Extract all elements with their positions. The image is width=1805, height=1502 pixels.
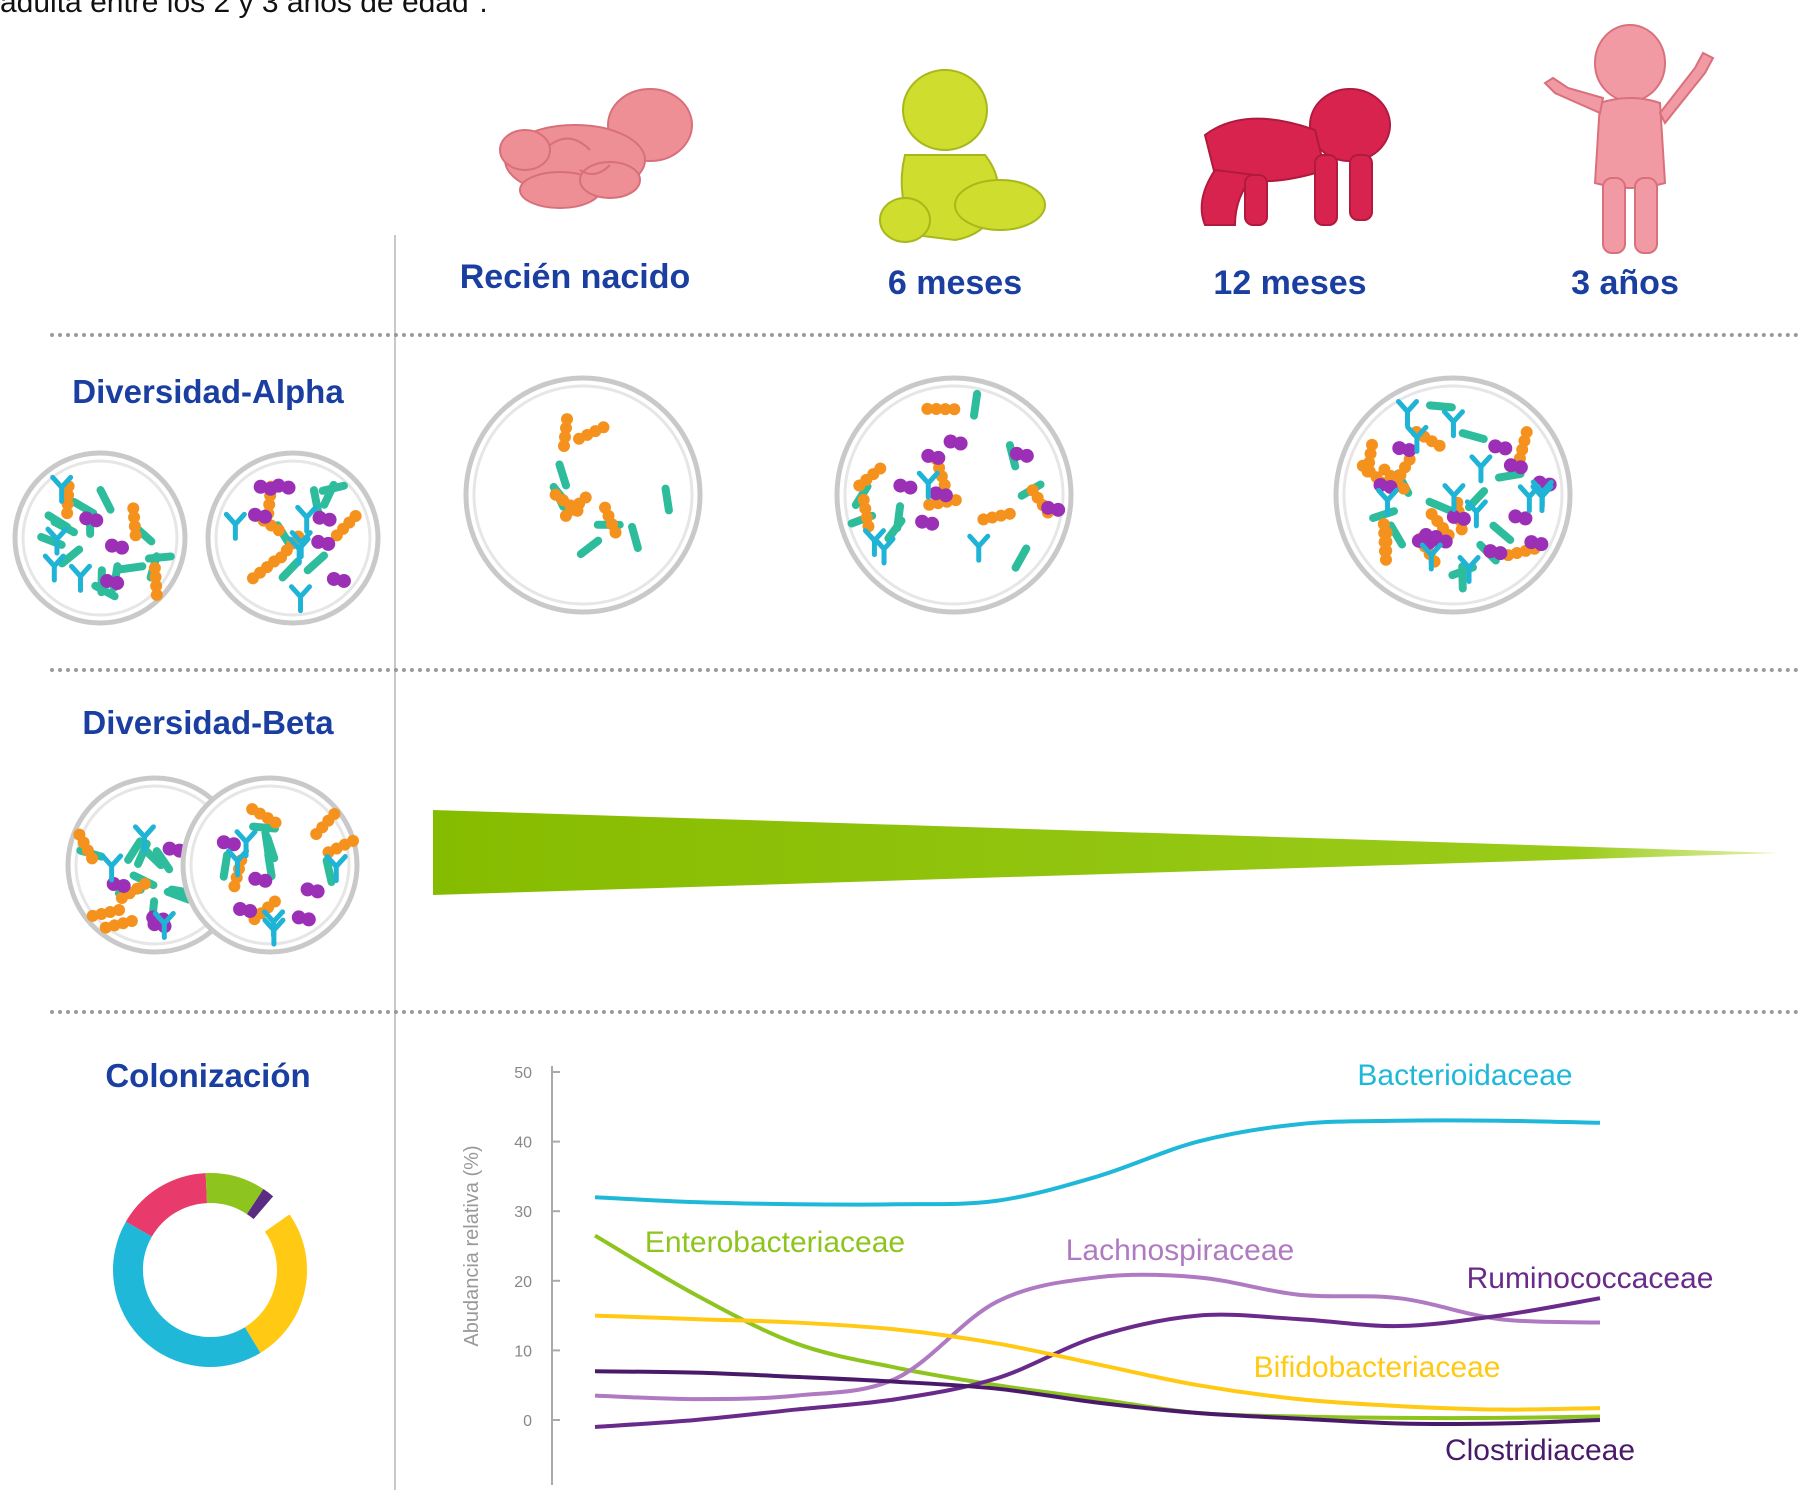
alpha-dish-3-years [1333,375,1573,615]
y-tick-label: 40 [514,1135,532,1152]
series-label-lachnospiraceae: Lachnospiraceae [1066,1234,1295,1267]
donut-segment-0 [125,1173,208,1238]
alpha-dish-newborn [463,375,703,615]
row-label-alpha: Diversidad-Alpha [72,373,344,410]
series-line-enterobacteriaceae [593,1233,1601,1421]
row-label-colonization: Colonización [105,1057,311,1094]
series-line-clostridiaceae [594,1369,1601,1427]
row-label-beta: Diversidad-Beta [82,704,334,741]
row-divider [50,1010,1800,1014]
donut-segment-4 [244,1214,307,1353]
sitting-baby-icon [879,69,1046,243]
series-label-ruminococcaceae: Ruminococcaceae [1467,1262,1714,1295]
donut-segment-2 [246,1189,274,1220]
alpha-example-dish-low [12,450,188,626]
series-label-enterobacteriaceae: Enterobacteriaceae [645,1226,905,1259]
beta-dish-right [180,775,360,955]
series-label-clostridiaceae: Clostridiaceae [1445,1434,1635,1467]
y-tick-label: 10 [514,1343,532,1360]
intro-text: adulta entre los 2 y 3 años de edad". [0,0,488,19]
alpha-dish-6-months [834,375,1074,615]
crawling-baby-icon [1200,88,1391,226]
stage-label-12-months: 12 meses [1213,264,1367,302]
alpha-example-dish-high [205,450,381,626]
beta-diversity-wedge [433,810,1780,895]
row-divider [50,333,1800,337]
series-line-lachnospiraceae [594,1272,1601,1402]
standing-toddler-icon [1543,24,1715,254]
series-line-ruminococcaceae [594,1296,1601,1429]
sleeping-baby-icon [499,88,693,209]
colonization-chart: 0 10 20 30 40 50 Abudancia relativa (%) Bacteri… [461,1059,1714,1485]
y-tick-label: 30 [514,1204,532,1221]
stage-label-6-months: 6 meses [887,264,1023,302]
stage-label-3-years: 3 años [1571,264,1679,302]
series-line-bifidobacteriaceae [594,1313,1601,1412]
y-tick-label: 0 [523,1413,532,1430]
series-label-bacterioidaceae: Bacterioidaceae [1357,1059,1572,1092]
stage-label-newborn: Recién nacido [459,258,691,296]
y-axis-label: Abudancia relativa (%) [461,1145,483,1346]
donut-segment-5 [113,1221,261,1367]
donut-segment-3 [253,1196,290,1232]
series-label-bifidobacteriaceae: Bifidobacteriaceae [1254,1351,1501,1384]
colonization-donut [113,1173,307,1367]
vertical-divider [394,235,396,1490]
row-divider [50,668,1800,672]
y-tick-label: 50 [514,1065,532,1082]
series-line-bacterioidaceae [594,1118,1601,1207]
donut-segment-1 [205,1173,264,1215]
y-tick-label: 20 [514,1274,532,1291]
